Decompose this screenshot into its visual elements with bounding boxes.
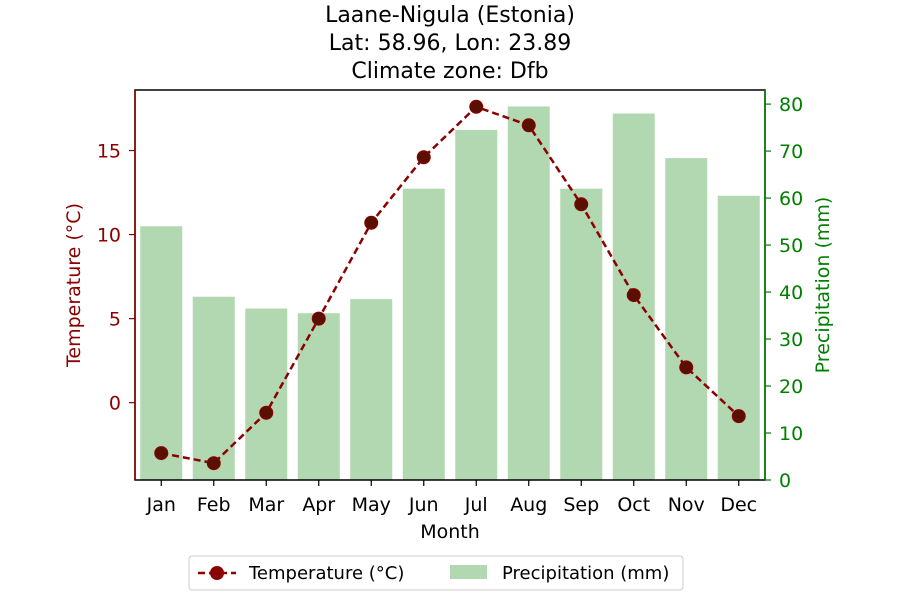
x-tick-label: Jun [408, 494, 439, 516]
y-axis-left: 0 5 10 15 [97, 90, 136, 480]
legend-temperature-label: Temperature (°C) [248, 563, 404, 584]
x-tick-label: Jan [146, 494, 176, 516]
x-tick-label: Apr [302, 494, 335, 516]
x-axis-label: Month [420, 521, 480, 543]
precip-bar [192, 296, 235, 480]
temperature-point [154, 446, 169, 461]
temperature-point [521, 118, 536, 133]
temperature-point [679, 360, 694, 375]
y-right-tick-label: 70 [779, 141, 803, 163]
x-tick-label: Jul [464, 494, 488, 516]
x-tick-label: Dec [720, 494, 757, 516]
precip-bar [717, 195, 760, 480]
precip-bar [560, 188, 603, 481]
legend-precipitation-swatch [450, 565, 487, 579]
y-left-tick-label: 15 [97, 141, 121, 163]
temperature-point [626, 288, 641, 303]
precip-bar [297, 313, 340, 480]
y-axis-right: 0 10 20 30 40 50 60 70 80 [764, 90, 803, 492]
legend-frame [188, 555, 684, 591]
temperature-point [364, 215, 379, 230]
temperature-point [259, 405, 274, 420]
temperature-line [154, 99, 746, 471]
chart-title: Laane-Nigula (Estonia) Lat: 58.96, Lon: … [325, 3, 575, 84]
title-line-1: Laane-Nigula (Estonia) [325, 3, 575, 28]
y-left-tick-label: 10 [97, 225, 121, 247]
precip-bar [507, 106, 550, 480]
temperature-point [731, 409, 746, 424]
temperature-series-line [161, 105, 740, 465]
y-right-tick-label: 10 [779, 423, 803, 445]
y-left-tick-label: 0 [109, 393, 121, 415]
y-right-tick-label: 30 [779, 329, 803, 351]
temperature-point [416, 150, 431, 165]
precipitation-bars [140, 106, 760, 481]
title-line-3: Climate zone: Dfb [351, 59, 548, 84]
y-right-tick-label: 50 [779, 235, 803, 257]
temperature-point [206, 456, 221, 471]
y-right-tick-label: 20 [779, 376, 803, 398]
precip-bar [245, 308, 288, 480]
y-right-tick-label: 0 [779, 470, 791, 492]
temperature-point [469, 99, 484, 114]
precip-bar [402, 188, 445, 481]
x-tick-label: May [352, 494, 391, 516]
x-tick-label: Nov [668, 494, 705, 516]
y-axis-right-label: Precipitation (mm) [812, 197, 834, 374]
temperature-point [574, 197, 589, 212]
x-tick-label: Aug [510, 494, 547, 516]
precip-bar [140, 226, 183, 480]
x-tick-label: Sep [563, 494, 599, 516]
title-line-2: Lat: 58.96, Lon: 23.89 [329, 31, 571, 56]
temperature-point [311, 311, 326, 326]
legend-temperature-marker [210, 566, 224, 580]
y-right-tick-label: 60 [779, 188, 803, 210]
x-tick-label: Mar [248, 494, 284, 516]
y-axis-left-label: Temperature (°C) [63, 203, 85, 368]
x-axis: Jan Feb Mar Apr May Jun Jul Aug Sep Oct Nov Dec [146, 480, 757, 516]
y-left-tick-label: 5 [109, 309, 121, 331]
legend: Temperature (°C) Precipitation (mm) [188, 555, 684, 591]
legend-precipitation-label: Precipitation (mm) [502, 563, 669, 584]
precip-bar [455, 129, 498, 480]
x-tick-label: Oct [617, 494, 650, 516]
y-right-tick-label: 80 [779, 94, 803, 116]
x-tick-label: Feb [197, 494, 231, 516]
precip-bar [665, 158, 708, 481]
precip-bar [350, 299, 393, 480]
y-right-tick-label: 40 [779, 282, 803, 304]
